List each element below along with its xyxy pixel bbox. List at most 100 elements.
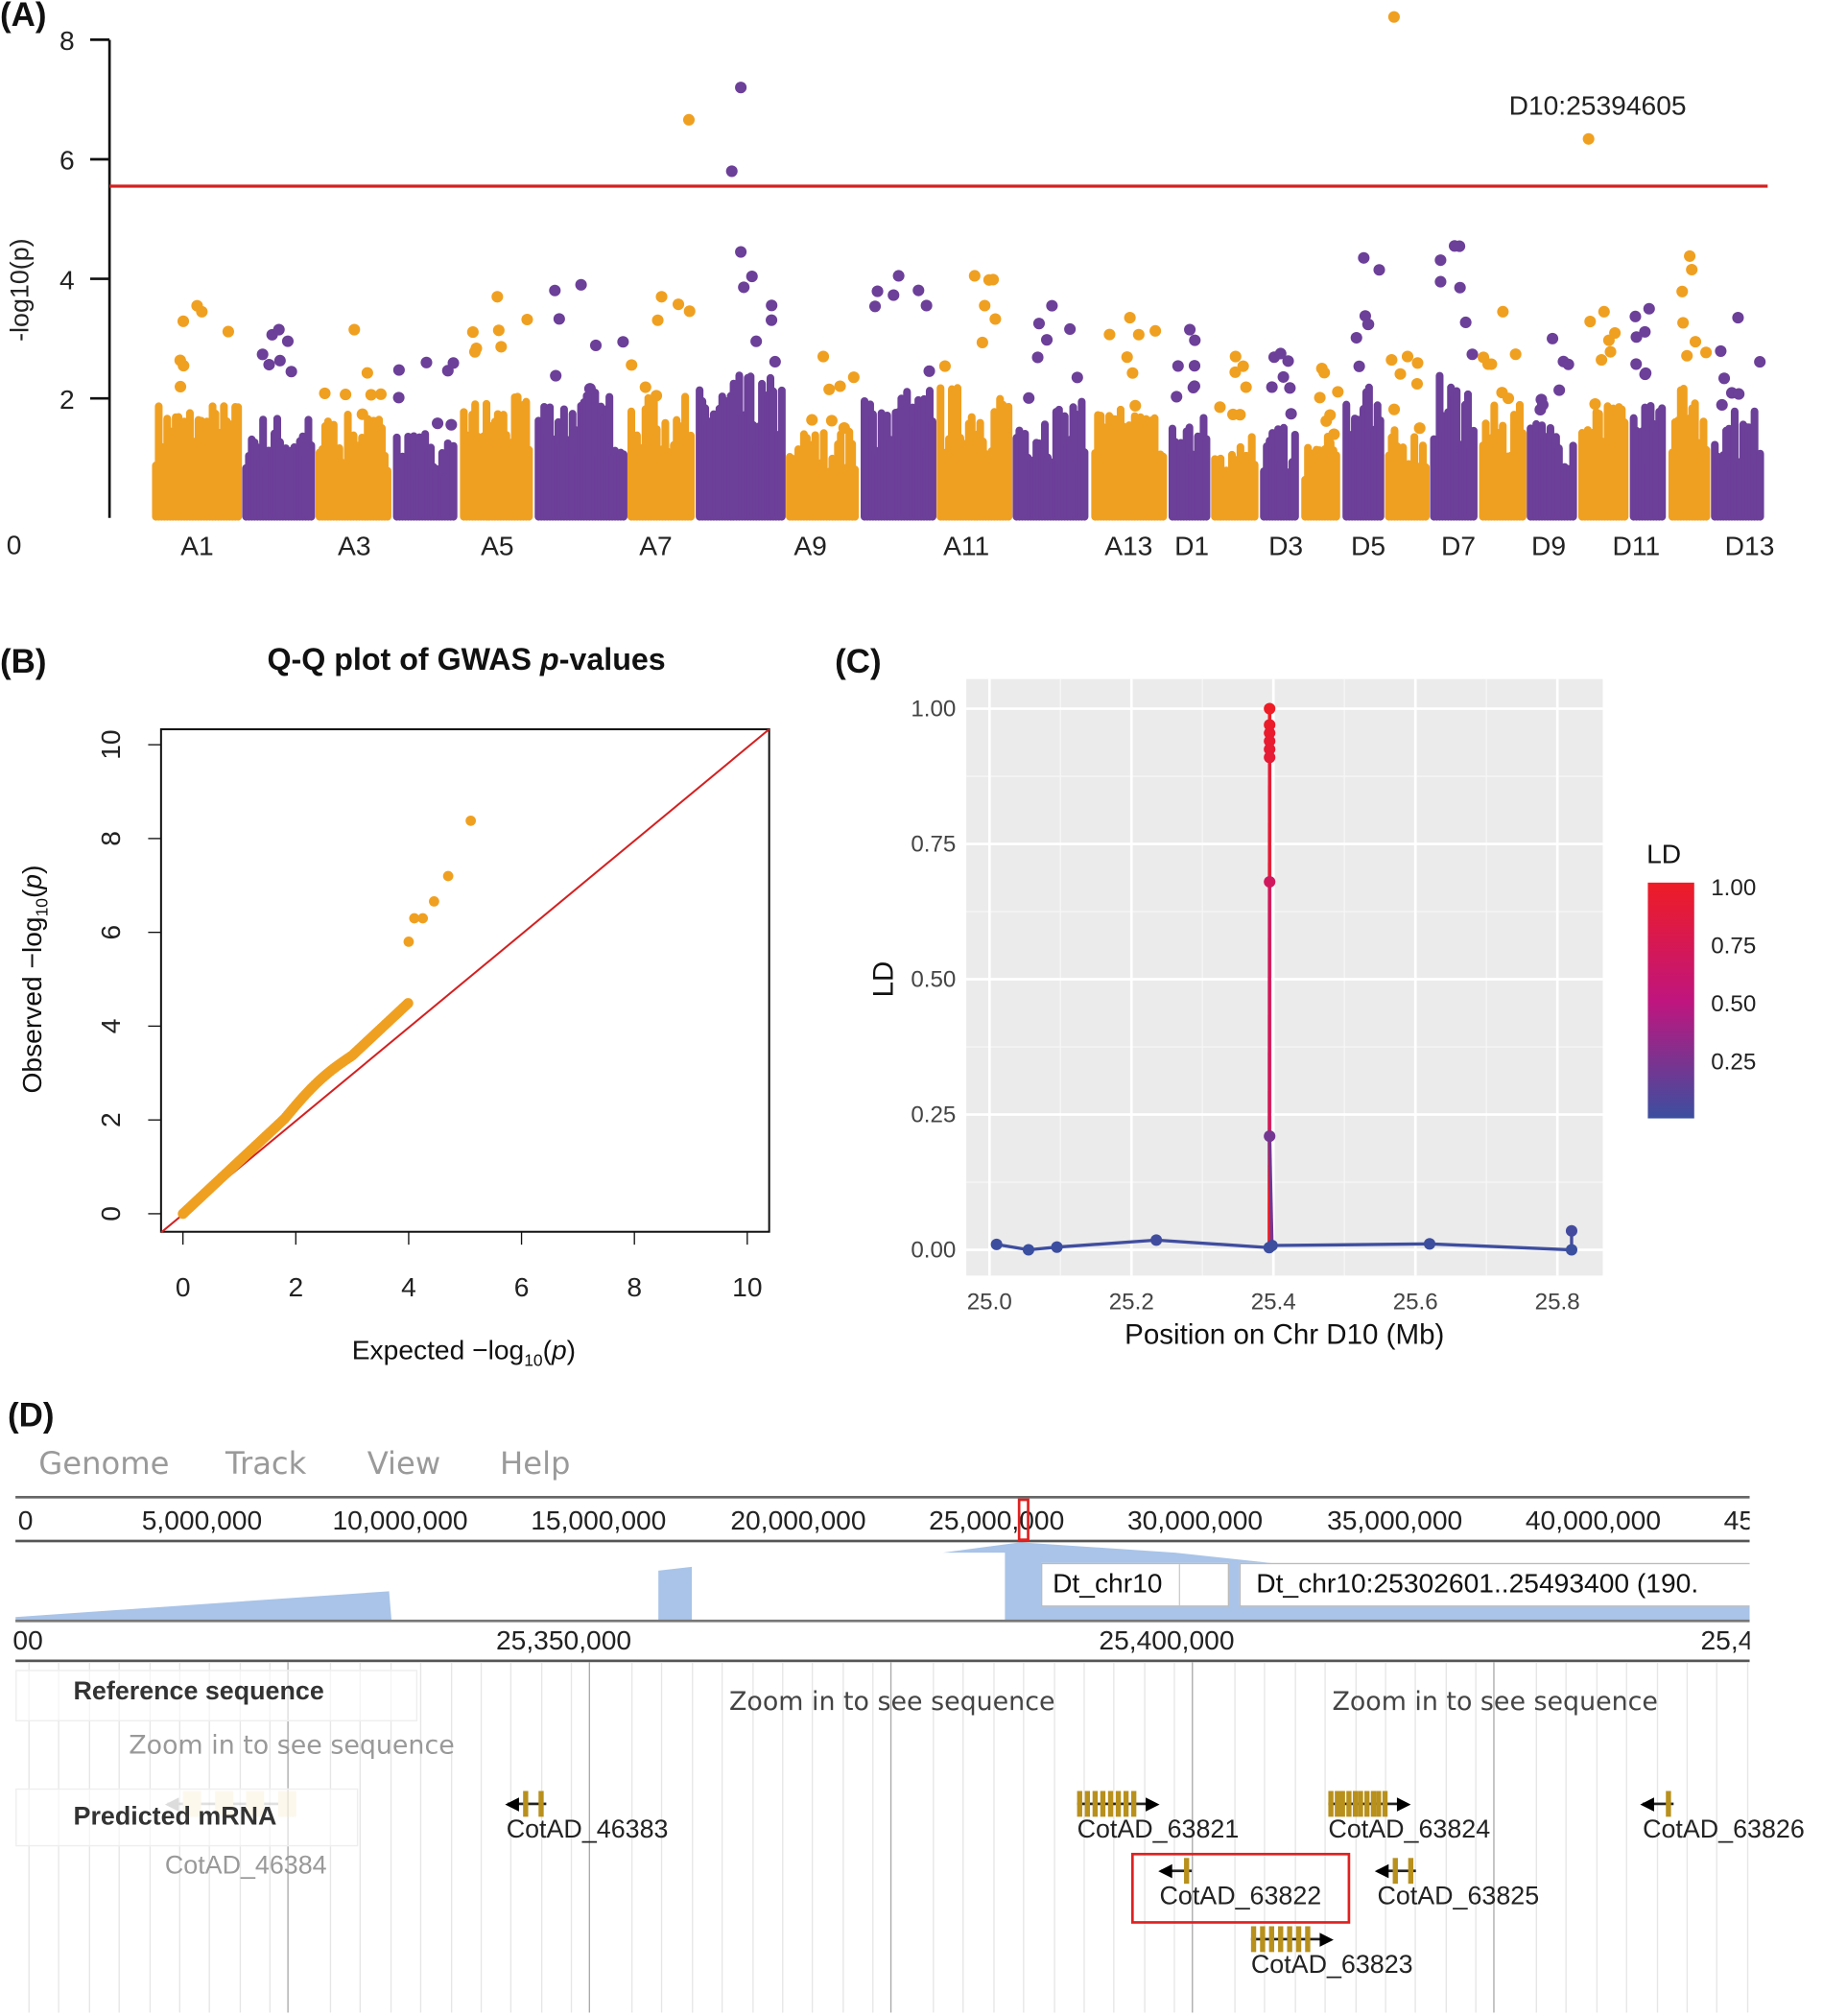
snp-point-D6 (1410, 377, 1424, 391)
snp-peak-D9 (1547, 332, 1559, 344)
strand-arrow-left-icon: ◀ (1640, 1791, 1654, 1814)
gene-model-glyph[interactable]: ▶ (1250, 1926, 1334, 1953)
x-tick-label: 6 (514, 1271, 530, 1302)
snp-point-A13 (1121, 351, 1133, 364)
snp-point-A4 (432, 417, 444, 430)
snp-point-D12 (1676, 285, 1689, 297)
grid-line (588, 1662, 591, 2013)
menu-view[interactable]: View (367, 1445, 441, 1482)
detail-tick: 00 (12, 1625, 43, 1656)
gene-label[interactable]: CotAD_63825 (1377, 1882, 1540, 1911)
chromosome-select[interactable]: Dt_chr10 (1040, 1562, 1230, 1607)
snp-peak-A12 (1046, 299, 1058, 312)
y-tick-label: 1.00 (911, 697, 956, 723)
x-tick-label: D9 (1531, 531, 1566, 561)
y-tick-label: 6 (95, 925, 126, 940)
exon (1123, 1791, 1129, 1817)
snp-point-D13 (1715, 344, 1727, 357)
snp-peak-D4 (1315, 362, 1328, 375)
gene-model-glyph[interactable]: ▶ (1328, 1791, 1410, 1817)
location-input[interactable]: Dt_chr10:25302601..25493400 (190. (1239, 1562, 1750, 1607)
snp-point-A1 (222, 325, 234, 338)
grid-line (540, 1662, 543, 2013)
grid-line (1355, 1662, 1357, 2013)
snp-peak-D7 (1448, 240, 1461, 252)
grid-line (1264, 1662, 1267, 2013)
gene-model-glyph[interactable]: ◀ (1375, 1858, 1416, 1885)
detail-tick: 25,400,000 (1099, 1625, 1235, 1656)
gene-label[interactable]: CotAD_63824 (1328, 1815, 1491, 1844)
ld-point (1264, 726, 1276, 739)
snp-point-D5 (1373, 264, 1385, 276)
ld-line-segment (1271, 1242, 1431, 1247)
y-tick-label: 0.00 (911, 1238, 956, 1264)
qq-outlier (403, 937, 414, 947)
overview-tick: 35,000,000 (1327, 1506, 1463, 1536)
grid-line (962, 1662, 964, 2013)
gene-label[interactable]: CotAD_46384 (164, 1851, 327, 1881)
menu-help[interactable]: Help (500, 1445, 571, 1482)
gene-label[interactable]: CotAD_63826 (1643, 1815, 1805, 1844)
x-tick-label: D13 (1725, 531, 1775, 561)
snp-point-A9 (847, 371, 860, 384)
snp-point-D10 (1584, 316, 1597, 328)
gene-model-glyph[interactable]: ◀ (505, 1791, 547, 1817)
exon (1408, 1858, 1414, 1885)
gene-model-glyph[interactable]: ◀ (1158, 1858, 1193, 1885)
snp-point-A11 (983, 273, 995, 286)
x-tick-label: D3 (1268, 531, 1303, 561)
gene-label[interactable]: CotAD_63822 (1159, 1882, 1322, 1911)
grid-line (1746, 1662, 1748, 2013)
snp-point-A1 (175, 380, 187, 393)
select-divider (1178, 1564, 1181, 1606)
exon (1334, 1791, 1340, 1817)
snp-point-A2 (273, 354, 286, 367)
panel-b-label: (B) (0, 641, 47, 680)
snp-point-A1 (177, 315, 190, 327)
snp-point-A9 (823, 383, 836, 395)
menu-track[interactable]: Track (225, 1445, 307, 1482)
snp-point-A9 (806, 414, 818, 426)
grid-line (889, 1662, 892, 2013)
snp-point-A5 (468, 345, 482, 358)
snp-point-A5 (466, 326, 479, 339)
snp-point-D2 (1234, 409, 1246, 421)
y-tick-label: 6 (59, 145, 75, 176)
snp-point-A5 (495, 341, 508, 353)
candidate-gene-highlight (1130, 1852, 1351, 1924)
grid-line (1234, 1662, 1236, 2013)
menu-genome[interactable]: Genome (38, 1445, 170, 1482)
gene-label[interactable]: CotAD_46383 (506, 1815, 669, 1844)
legend-title: LD (1646, 839, 1681, 869)
snp-point-D10 (1604, 345, 1617, 358)
y-tick-label: 0.50 (911, 967, 956, 993)
gene-model-glyph[interactable]: ▶ (1077, 1791, 1160, 1817)
x-tick-label: A1 (180, 531, 213, 561)
track-label-mrna[interactable]: Predicted mRNA (15, 1788, 359, 1847)
snp-point-A6 (589, 339, 603, 351)
snp-point-D13 (1716, 398, 1728, 412)
overview-region-marker[interactable] (1017, 1498, 1030, 1541)
exon (1382, 1791, 1388, 1817)
snp-peak-A11 (968, 270, 981, 282)
snp-point-A5 (521, 313, 533, 326)
intron-line (1077, 1802, 1155, 1806)
snp-point-D13 (1733, 388, 1745, 400)
plot-panel (966, 678, 1603, 1276)
gene-label[interactable]: CotAD_63821 (1077, 1815, 1240, 1844)
grid-line (1596, 1662, 1598, 2013)
snp-point-A11 (989, 313, 1002, 325)
grid-line (841, 1662, 844, 2013)
exon (1287, 1926, 1292, 1953)
track-label-reference[interactable]: Reference sequence (15, 1670, 418, 1721)
snp-point-D3 (1277, 370, 1290, 383)
x-tick-label: A3 (338, 531, 370, 561)
ld-point (1565, 1224, 1578, 1237)
gene-label[interactable]: CotAD_63823 (1250, 1950, 1413, 1980)
gene-model-glyph[interactable]: ◀ (1640, 1791, 1674, 1817)
grid-line (1445, 1662, 1447, 2013)
qq-outlier (442, 870, 454, 882)
snp-point-D11 (1630, 331, 1643, 344)
strand-arrow-right-icon: ▶ (1319, 1927, 1334, 1949)
overview-tick: 40,000,000 (1525, 1506, 1662, 1536)
